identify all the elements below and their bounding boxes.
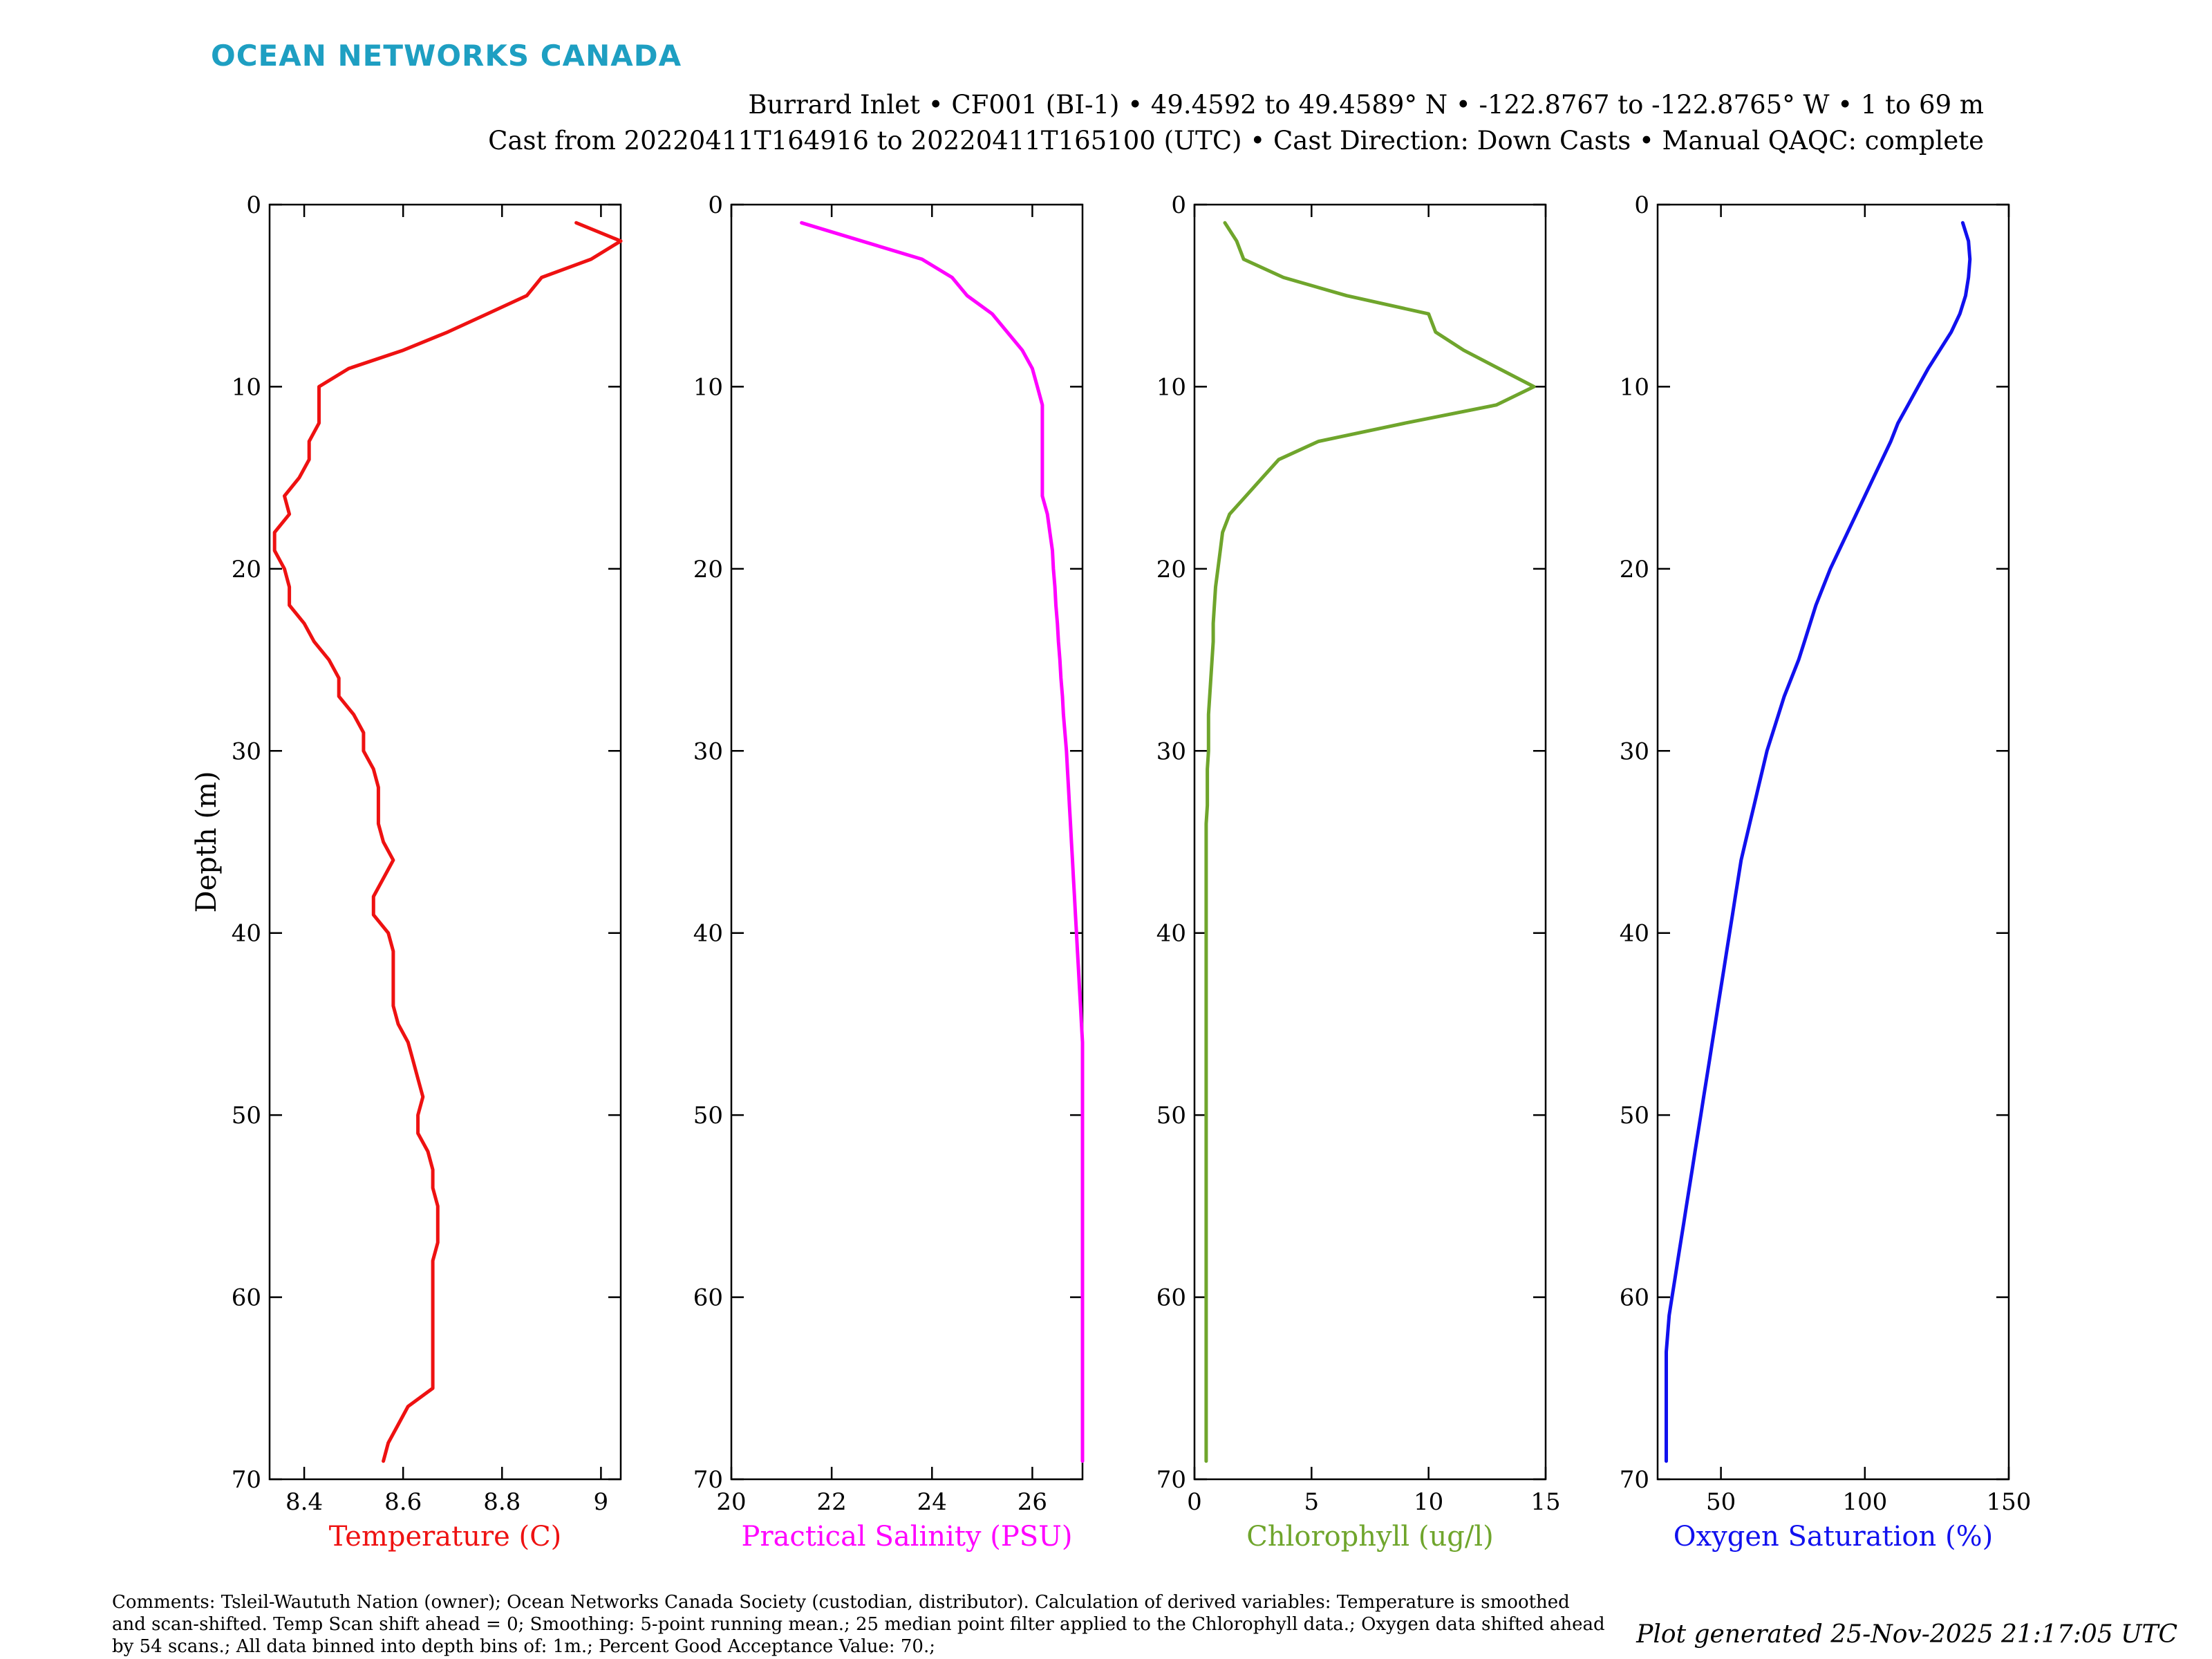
y-tick-label: 20 xyxy=(693,556,723,583)
x-tick-label: 24 xyxy=(917,1488,947,1516)
plot-frame-4 xyxy=(1656,203,2010,1481)
y-tick-label: 60 xyxy=(1620,1284,1649,1312)
y-tick-label: 10 xyxy=(232,373,261,401)
y-tick-label: 0 xyxy=(1634,191,1649,219)
plot-frame-2 xyxy=(730,203,1084,1481)
chart-title-line-2: Cast from 20220411T164916 to 20220411T16… xyxy=(488,126,1984,156)
y-tick-label: 70 xyxy=(232,1466,261,1494)
x-tick-label: 50 xyxy=(1706,1488,1736,1516)
y-tick-label: 0 xyxy=(246,191,261,219)
x-tick-label: 8.6 xyxy=(384,1488,422,1516)
series-line-4 xyxy=(1665,221,1972,1463)
y-tick-label: 30 xyxy=(232,738,261,765)
y-tick-label: 30 xyxy=(1156,738,1186,765)
y-tick-label: 20 xyxy=(1156,556,1186,583)
x-tick-label: 22 xyxy=(817,1488,847,1516)
logo: OCEAN NETWORKS CANADA xyxy=(211,39,682,73)
x-axis-label-4: Oxygen Saturation (%) xyxy=(1674,1521,1993,1553)
x-tick-label: 5 xyxy=(1304,1488,1320,1516)
comments-text: Comments: Tsleil-Waututh Nation (owner);… xyxy=(112,1592,1605,1657)
y-axis-label: Depth (m) xyxy=(191,771,223,912)
y-tick-label: 10 xyxy=(1620,373,1649,401)
x-tick-label: 150 xyxy=(1987,1488,2032,1516)
x-tick-label: 8.8 xyxy=(483,1488,521,1516)
y-tick-label: 70 xyxy=(1156,1466,1186,1494)
x-tick-label: 0 xyxy=(1187,1488,1202,1516)
y-tick-label: 10 xyxy=(1156,373,1186,401)
series-line-3 xyxy=(1204,221,1536,1463)
chart-title-line-1: Burrard Inlet • CF001 (BI-1) • 49.4592 t… xyxy=(748,90,1984,120)
y-tick-label: 20 xyxy=(1620,556,1649,583)
y-tick-label: 40 xyxy=(1620,920,1649,948)
y-tick-label: 0 xyxy=(1171,191,1186,219)
plot-frame-1 xyxy=(268,203,622,1481)
y-tick-label: 10 xyxy=(693,373,723,401)
x-tick-label: 15 xyxy=(1530,1488,1560,1516)
y-tick-label: 40 xyxy=(693,920,723,948)
y-tick-label: 60 xyxy=(232,1284,261,1312)
plot-frame-3 xyxy=(1193,203,1547,1481)
y-tick-label: 0 xyxy=(708,191,723,219)
y-tick-label: 50 xyxy=(693,1102,723,1130)
y-tick-label: 20 xyxy=(232,556,261,583)
y-tick-label: 60 xyxy=(693,1284,723,1312)
x-axis-label-2: Practical Salinity (PSU) xyxy=(742,1521,1073,1553)
y-tick-label: 50 xyxy=(1620,1102,1649,1130)
x-tick-label: 8.4 xyxy=(285,1488,323,1516)
y-tick-label: 40 xyxy=(1156,920,1186,948)
x-tick-label: 20 xyxy=(716,1488,746,1516)
x-axis-label-1: Temperature (C) xyxy=(329,1521,562,1553)
plot-generated-timestamp: Plot generated 25-Nov-2025 21:17:05 UTC xyxy=(1636,1620,2177,1649)
y-tick-label: 40 xyxy=(232,920,261,948)
y-tick-label: 50 xyxy=(232,1102,261,1130)
x-tick-label: 100 xyxy=(1842,1488,1887,1516)
y-tick-label: 50 xyxy=(1156,1102,1186,1130)
series-line-1 xyxy=(272,221,623,1463)
x-axis-label-3: Chlorophyll (ug/l) xyxy=(1246,1521,1494,1553)
y-tick-label: 30 xyxy=(693,738,723,765)
x-tick-label: 26 xyxy=(1018,1488,1047,1516)
x-tick-label: 9 xyxy=(594,1488,609,1516)
y-tick-label: 30 xyxy=(1620,738,1649,765)
y-tick-label: 60 xyxy=(1156,1284,1186,1312)
y-tick-label: 70 xyxy=(693,1466,723,1494)
y-tick-label: 70 xyxy=(1620,1466,1649,1494)
series-line-2 xyxy=(800,221,1085,1463)
x-tick-label: 10 xyxy=(1414,1488,1443,1516)
